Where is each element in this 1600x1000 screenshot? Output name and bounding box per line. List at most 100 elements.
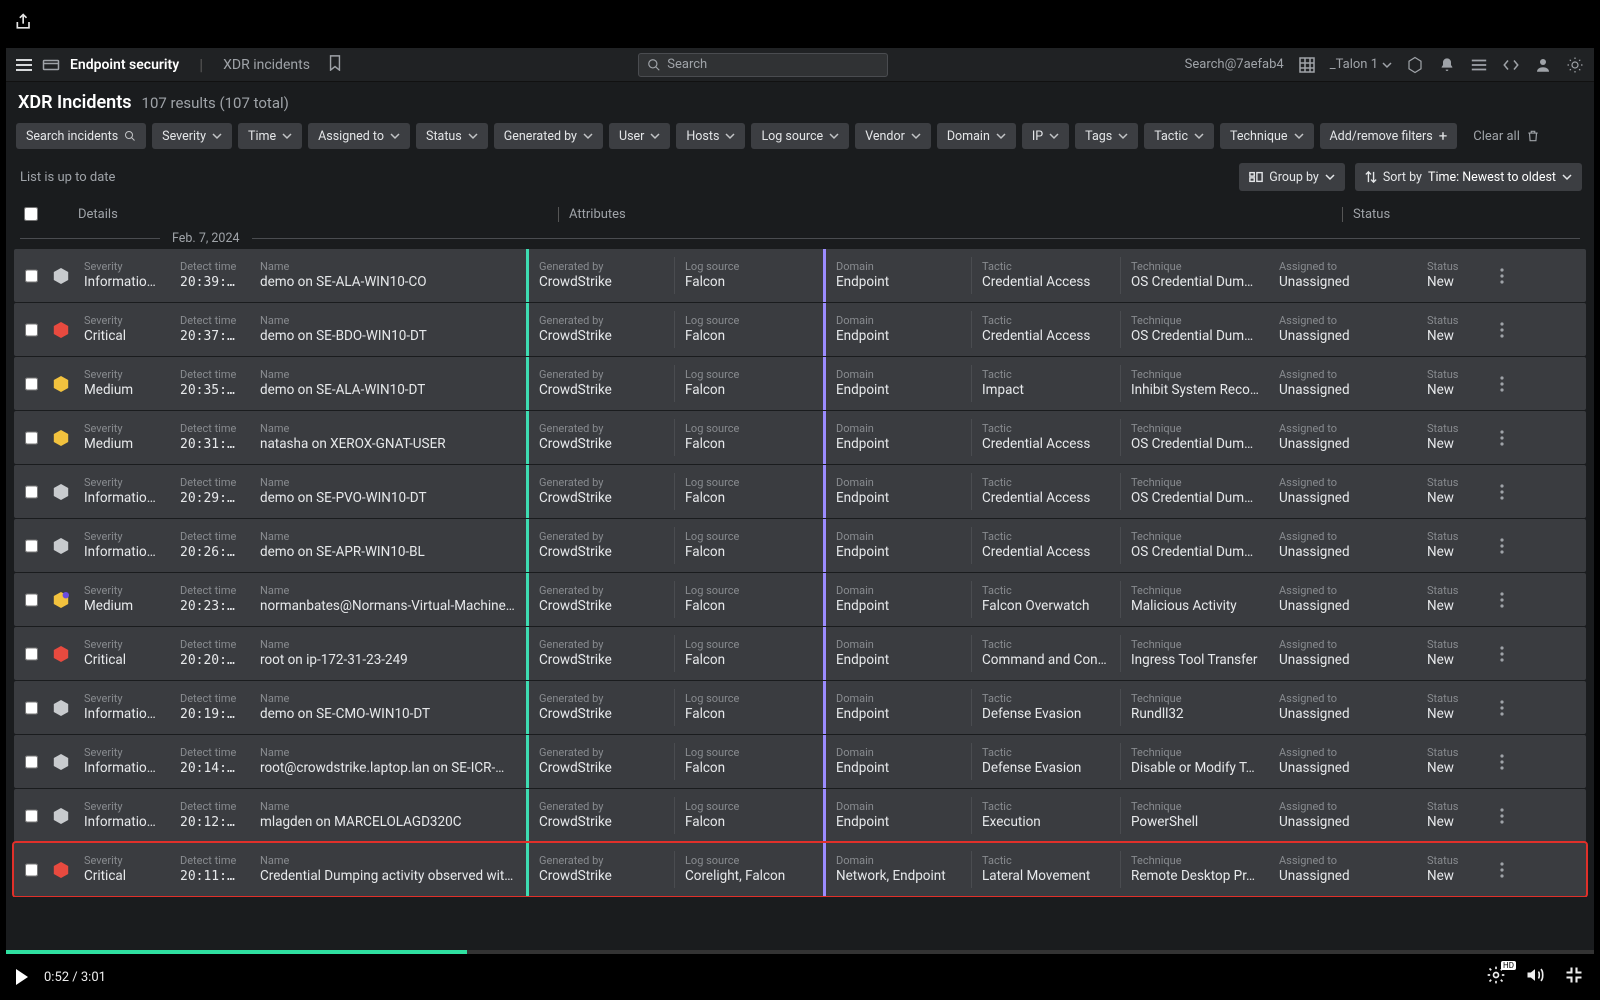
row-menu-icon[interactable]	[1487, 627, 1517, 680]
incident-row[interactable]: SeverityInformational Detect time20:19:5…	[14, 681, 1586, 734]
filter-chip[interactable]: Vendor	[855, 123, 931, 149]
filter-chip[interactable]: Tactic	[1144, 123, 1214, 149]
row-menu-icon[interactable]	[1487, 681, 1517, 734]
filter-chip[interactable]: Log source	[751, 123, 849, 149]
filter-chip[interactable]: Domain	[937, 123, 1016, 149]
status-value: New	[1427, 328, 1477, 345]
domain-value: Endpoint	[836, 652, 961, 669]
row-checkbox[interactable]	[25, 377, 38, 391]
volume-icon[interactable]	[1524, 965, 1546, 989]
hd-badge: HD	[1501, 961, 1516, 970]
severity-value: Critical	[84, 868, 160, 885]
row-checkbox[interactable]	[25, 323, 38, 337]
row-menu-icon[interactable]	[1487, 843, 1517, 896]
queue-icon[interactable]	[1470, 56, 1488, 74]
row-menu-icon[interactable]	[1487, 735, 1517, 788]
global-search-input[interactable]: Search	[638, 53, 888, 77]
col-details[interactable]: Details	[78, 207, 558, 222]
incident-row[interactable]: SeverityInformational Detect time20:29:2…	[14, 465, 1586, 518]
row-menu-icon[interactable]	[1487, 357, 1517, 410]
incident-row[interactable]: SeverityMedium Detect time20:35:29 Named…	[14, 357, 1586, 410]
label: Status	[1427, 260, 1477, 273]
filter-chip[interactable]: Assigned to	[308, 123, 410, 149]
module-icon[interactable]	[42, 57, 60, 73]
row-menu-icon[interactable]	[1487, 411, 1517, 464]
breadcrumb-page[interactable]: XDR incidents	[223, 57, 310, 73]
label: Name	[260, 422, 516, 435]
status-value: New	[1427, 436, 1477, 453]
filter-chip[interactable]: Hosts	[676, 123, 745, 149]
profile-icon[interactable]	[1534, 56, 1552, 74]
incident-row[interactable]: SeverityMedium Detect time20:23:26 Namen…	[14, 573, 1586, 626]
row-checkbox[interactable]	[25, 647, 38, 661]
incident-row[interactable]: SeverityCritical Detect time20:11:52 Nam…	[14, 843, 1586, 896]
incident-row[interactable]: SeverityInformational Detect time20:26:5…	[14, 519, 1586, 572]
filter-chip[interactable]: User	[609, 123, 670, 149]
label: Tactic	[982, 422, 1110, 435]
filter-chip[interactable]: Status	[416, 123, 488, 149]
row-menu-icon[interactable]	[1487, 303, 1517, 356]
row-menu-icon[interactable]	[1487, 465, 1517, 518]
tactic-value: Credential Access	[982, 544, 1110, 561]
settings-icon[interactable]: HD	[1486, 965, 1506, 989]
filter-chip[interactable]: Technique	[1220, 123, 1313, 149]
col-status[interactable]: Status	[1342, 207, 1582, 222]
row-checkbox[interactable]	[25, 269, 38, 283]
filter-chip[interactable]: Time	[238, 123, 302, 149]
sort-by-button[interactable]: Sort by Time: Newest to oldest	[1355, 163, 1582, 191]
filter-chip[interactable]: Generated by	[494, 123, 603, 149]
clear-label: Clear all	[1473, 129, 1520, 144]
filter-chip[interactable]: Tags	[1075, 123, 1138, 149]
tactic-value: Credential Access	[982, 490, 1110, 507]
col-attributes[interactable]: Attributes	[558, 207, 1342, 222]
theme-icon[interactable]	[1566, 56, 1584, 74]
incident-row[interactable]: SeverityInformational Detect time20:14:2…	[14, 735, 1586, 788]
label: Status	[1427, 476, 1477, 489]
bell-icon[interactable]	[1438, 56, 1456, 74]
group-by-button[interactable]: Group by	[1239, 163, 1345, 191]
label: Log source	[685, 476, 813, 489]
severity-icon	[48, 465, 74, 518]
row-checkbox[interactable]	[25, 431, 38, 445]
label: Severity	[84, 800, 160, 813]
incident-row[interactable]: SeverityMedium Detect time20:31:37 Namen…	[14, 411, 1586, 464]
clear-all-button[interactable]: Clear all	[1473, 129, 1540, 144]
share-icon[interactable]	[14, 12, 34, 36]
log-source: Falcon	[685, 706, 813, 723]
row-checkbox[interactable]	[25, 701, 38, 715]
row-checkbox[interactable]	[25, 593, 38, 607]
incident-row[interactable]: SeverityInformational Detect time20:39:3…	[14, 249, 1586, 302]
tactic-value: Defense Evasion	[982, 706, 1110, 723]
select-all-checkbox[interactable]	[24, 207, 38, 221]
add-filters-chip[interactable]: Add/remove filters+	[1320, 123, 1458, 149]
technique-value: Inhibit System Reco…	[1131, 382, 1259, 399]
filter-chip[interactable]: IP	[1022, 123, 1069, 149]
row-checkbox[interactable]	[25, 809, 38, 823]
filter-chip[interactable]: Severity	[152, 123, 232, 149]
row-checkbox[interactable]	[25, 539, 38, 553]
exit-fullscreen-icon[interactable]	[1564, 965, 1584, 989]
row-menu-icon[interactable]	[1487, 573, 1517, 626]
row-checkbox[interactable]	[25, 863, 38, 877]
generated-by: CrowdStrike	[539, 814, 664, 831]
label: Severity	[84, 854, 160, 867]
label: Name	[260, 368, 516, 381]
row-checkbox[interactable]	[25, 485, 38, 499]
incident-row[interactable]: SeverityCritical Detect time20:37:37 Nam…	[14, 303, 1586, 356]
bookmark-icon[interactable]	[328, 55, 342, 75]
user-menu[interactable]: _Talon 1	[1330, 57, 1392, 72]
code-icon[interactable]	[1502, 56, 1520, 74]
grid-icon[interactable]	[1298, 56, 1316, 74]
incident-row[interactable]: SeverityInformational Detect time20:12:0…	[14, 789, 1586, 842]
row-menu-icon[interactable]	[1487, 789, 1517, 842]
breadcrumb-root[interactable]: Endpoint security	[70, 57, 179, 73]
search-incidents-chip[interactable]: Search incidents	[16, 123, 146, 149]
row-menu-icon[interactable]	[1487, 519, 1517, 572]
play-button[interactable]	[16, 969, 28, 985]
apps-icon[interactable]	[1406, 56, 1424, 74]
incident-row[interactable]: SeverityCritical Detect time20:20:50 Nam…	[14, 627, 1586, 680]
account-label[interactable]: Search@7aefab4	[1185, 57, 1284, 72]
hamburger-menu-icon[interactable]	[16, 59, 32, 71]
row-checkbox[interactable]	[25, 755, 38, 769]
row-menu-icon[interactable]	[1487, 249, 1517, 302]
